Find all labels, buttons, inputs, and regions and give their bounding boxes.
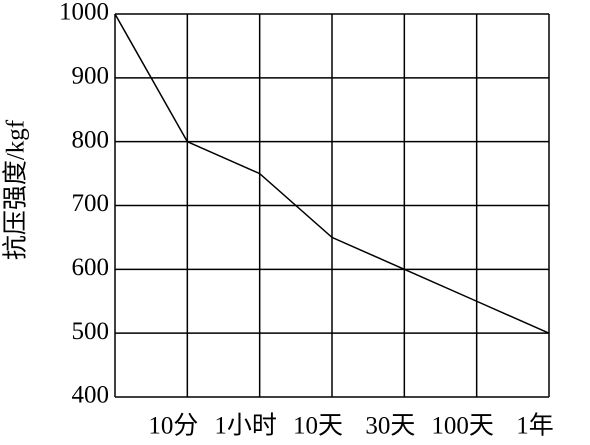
x-tick-label: 10分 <box>148 412 198 440</box>
y-tick-label: 400 <box>72 382 110 409</box>
x-tick-label: 1小时 <box>214 412 277 440</box>
y-tick-label: 1000 <box>59 0 109 26</box>
y-tick-label: 900 <box>72 63 110 90</box>
data-line <box>114 13 550 334</box>
x-tick-label: 1年 <box>516 412 554 440</box>
y-tick-label: 500 <box>72 318 110 345</box>
x-tick-label: 10天 <box>293 413 343 440</box>
y-tick-label: 700 <box>72 190 110 217</box>
x-tick-label: 30天 <box>365 413 415 440</box>
y-axis-label: 抗压强度/kgf <box>2 119 30 260</box>
y-tick-label: 600 <box>72 254 110 281</box>
x-tick-label: 100天 <box>431 413 494 440</box>
y-tick-label: 800 <box>72 126 110 153</box>
